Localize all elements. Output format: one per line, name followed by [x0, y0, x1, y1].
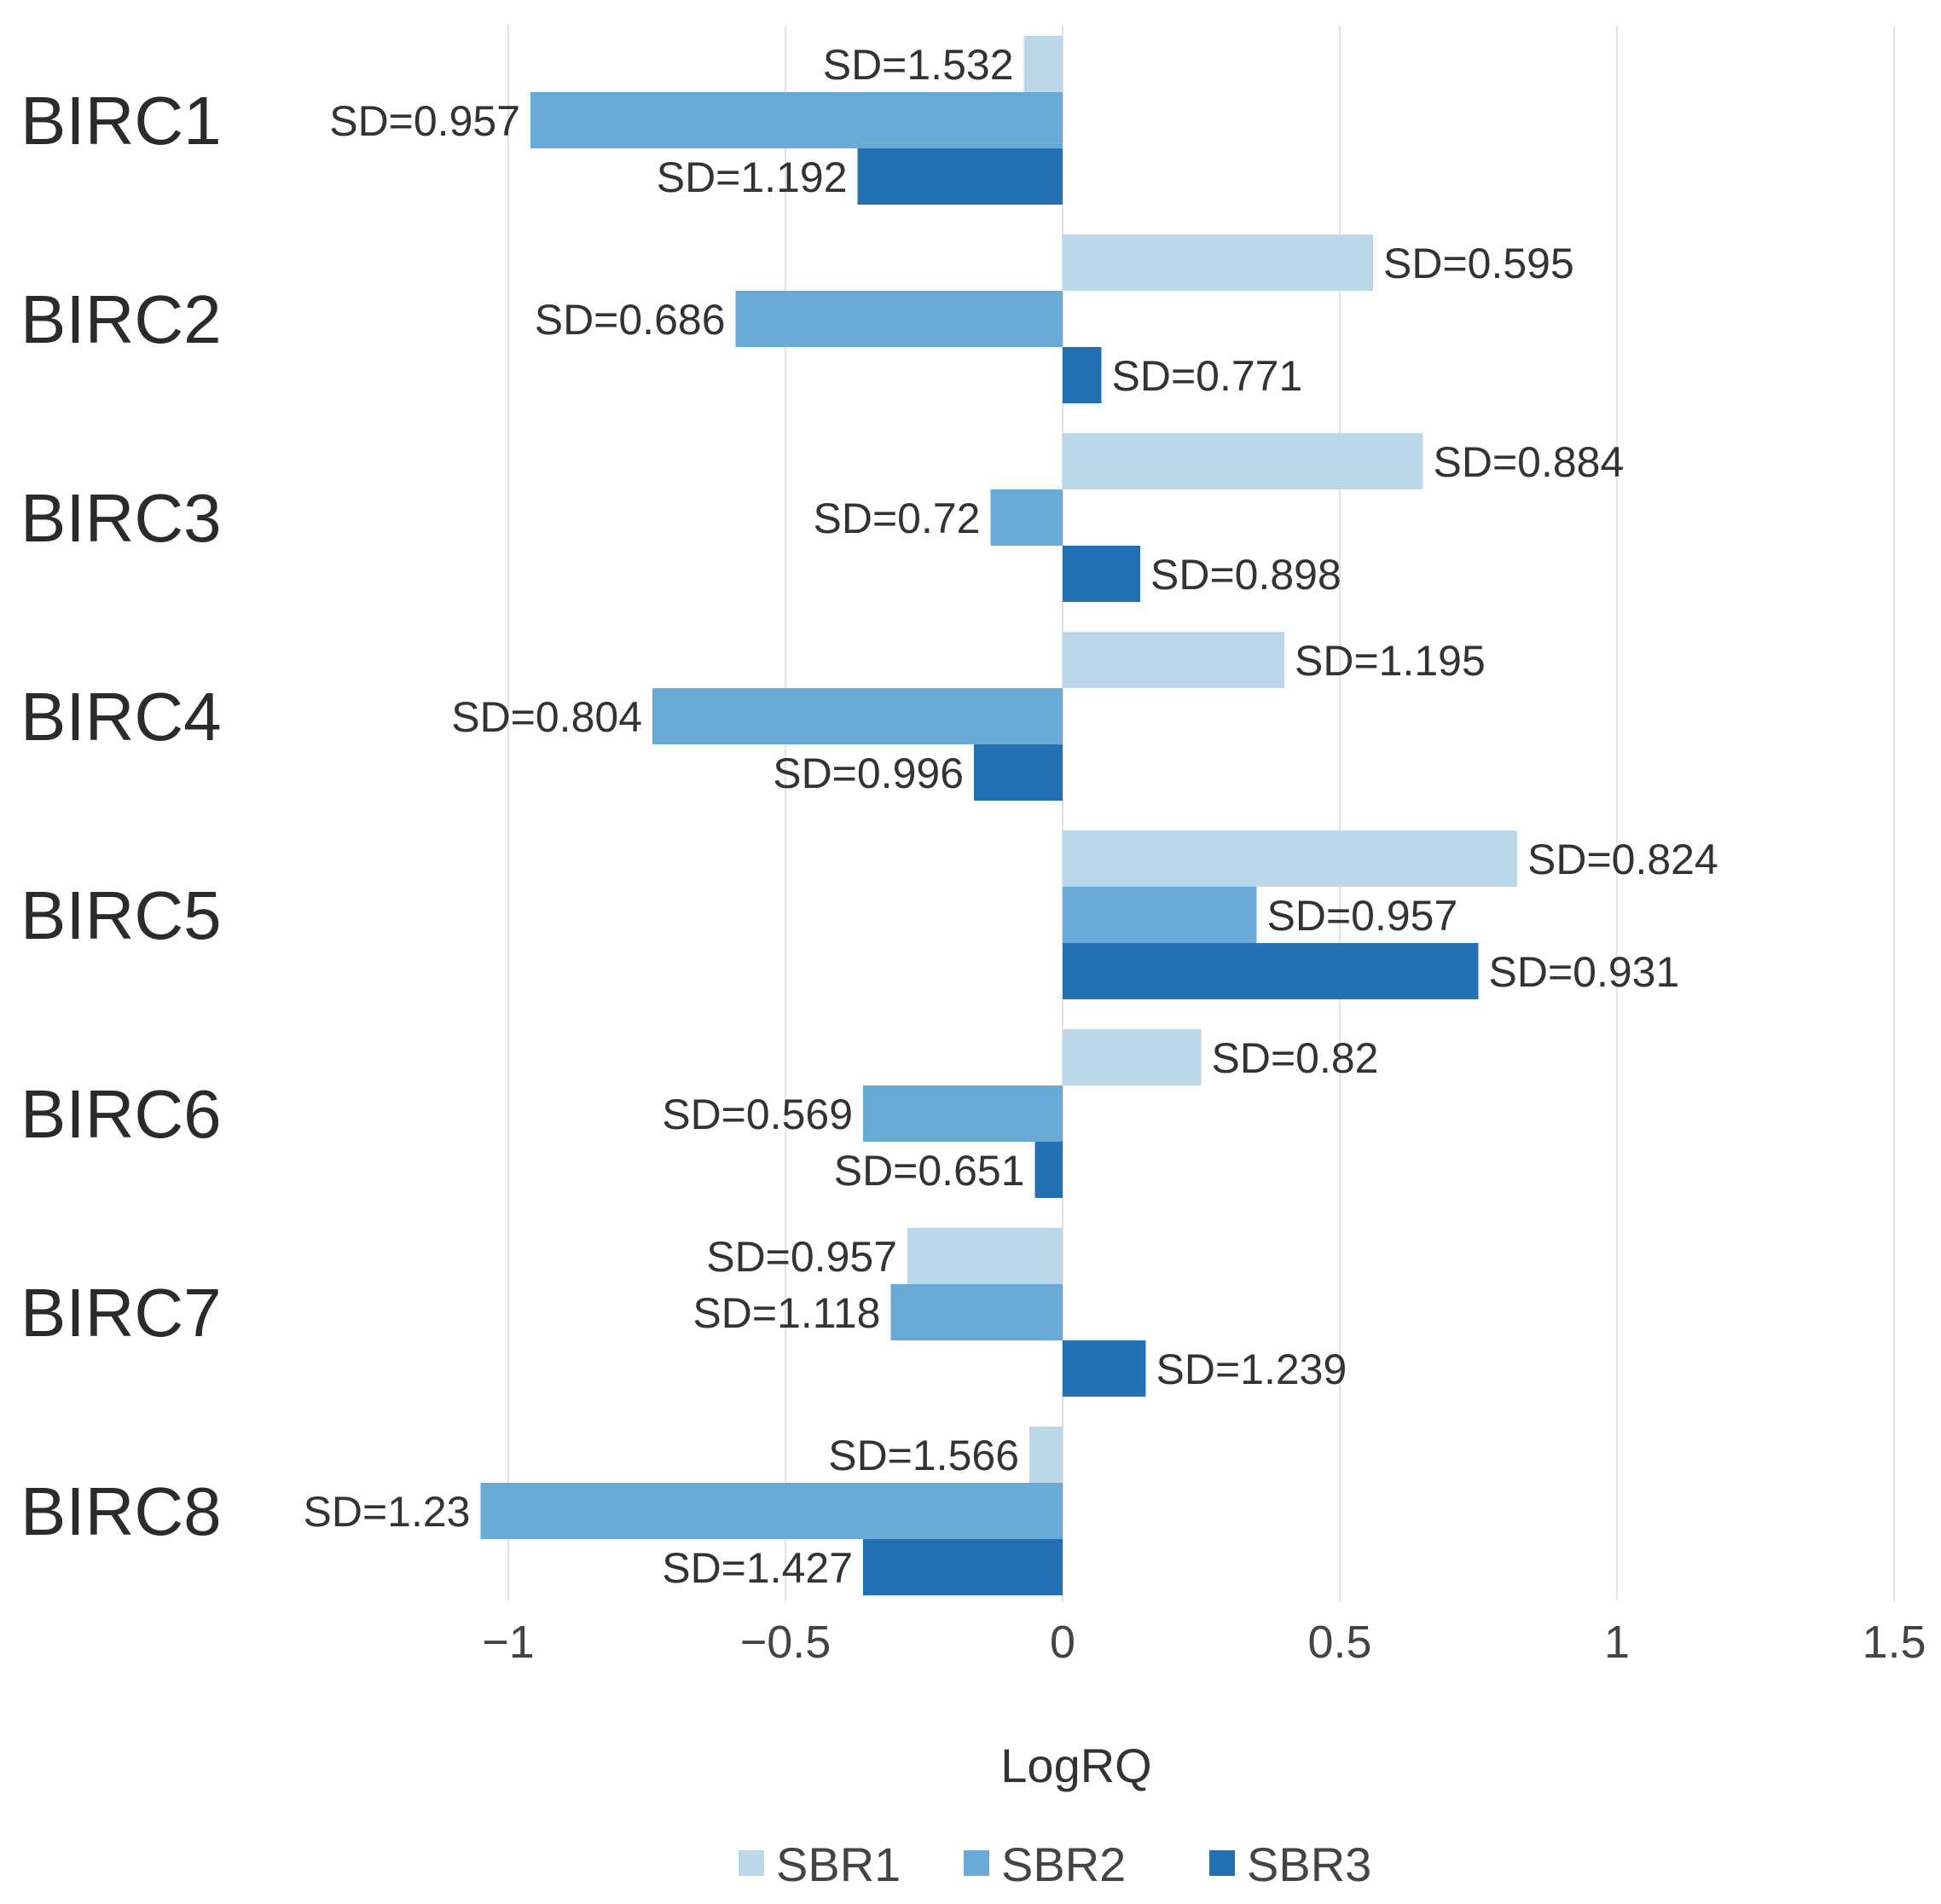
- data-label: SD=0.996: [773, 749, 964, 797]
- data-label: SD=0.931: [1489, 948, 1680, 996]
- bar-sbr2: [890, 1284, 1063, 1340]
- bar-sbr3: [1063, 347, 1102, 403]
- data-labels: SD=1.532 SD=0.957 SD=1.192 SD=0.595 SD=0.686…: [304, 41, 1718, 1592]
- bar-sbr2: [530, 92, 1063, 148]
- bars: [480, 36, 1517, 1595]
- data-label: SD=1.566: [828, 1432, 1019, 1479]
- bar-sbr2: [1063, 887, 1257, 943]
- x-tick-label: −0.5: [740, 1617, 831, 1668]
- x-tick-label: 0: [1050, 1617, 1075, 1668]
- bar-sbr1: [1063, 632, 1284, 688]
- bar-sbr1: [1063, 830, 1517, 887]
- data-label: SD=0.686: [535, 296, 726, 344]
- data-label: SD=0.824: [1527, 836, 1718, 883]
- bar-sbr1: [1029, 1427, 1063, 1483]
- x-tick-label: 0.5: [1307, 1617, 1371, 1668]
- data-label: SD=1.192: [657, 153, 848, 201]
- category-label: BIRC8: [20, 1473, 222, 1549]
- data-label: SD=1.239: [1156, 1346, 1347, 1393]
- category-labels: BIRC1 BIRC2 BIRC3 BIRC4 BIRC5 BIRC6 BIRC7 BIRC8: [20, 83, 222, 1549]
- bar-sbr2: [480, 1483, 1063, 1539]
- data-label: SD=1.427: [662, 1544, 853, 1592]
- category-label: BIRC7: [20, 1275, 222, 1351]
- bar-sbr2: [863, 1085, 1063, 1142]
- category-label: BIRC4: [20, 679, 222, 755]
- data-label: SD=1.195: [1295, 637, 1486, 685]
- bar-sbr1: [907, 1228, 1063, 1284]
- bar-sbr1: [1063, 234, 1373, 291]
- bar-sbr1: [1063, 433, 1423, 489]
- bar-sbr1: [1023, 36, 1063, 92]
- bar-sbr3: [863, 1539, 1063, 1595]
- category-label: BIRC3: [20, 480, 222, 556]
- x-axis-title: LogRQ: [1000, 1739, 1151, 1792]
- category-label: BIRC6: [20, 1076, 222, 1152]
- bar-sbr3: [857, 148, 1063, 205]
- data-label: SD=0.569: [662, 1091, 853, 1138]
- data-label: SD=0.957: [1267, 892, 1458, 940]
- bar-sbr3: [1034, 1142, 1063, 1198]
- bar-sbr3: [1063, 943, 1479, 999]
- data-label: SD=1.23: [304, 1488, 471, 1536]
- data-label: SD=1.118: [692, 1289, 880, 1337]
- bar-sbr2: [652, 688, 1063, 744]
- data-label: SD=0.82: [1212, 1034, 1379, 1082]
- category-label: BIRC5: [20, 877, 222, 953]
- data-label: SD=1.532: [823, 41, 1014, 89]
- legend-label: SBR3: [1247, 1837, 1371, 1891]
- bar-sbr1: [1063, 1029, 1202, 1085]
- category-label: BIRC1: [20, 83, 222, 159]
- legend-swatch-sbr2: [964, 1850, 989, 1876]
- data-label: SD=0.957: [706, 1233, 897, 1281]
- bar-sbr3: [1063, 546, 1140, 602]
- x-tick-labels: −1 −0.5 0 0.5 1 1.5: [482, 1617, 1926, 1668]
- x-tick-label: 1: [1604, 1617, 1630, 1668]
- data-label: SD=0.651: [834, 1147, 1025, 1195]
- data-label: SD=0.771: [1112, 352, 1303, 400]
- x-tick-label: 1.5: [1862, 1617, 1926, 1668]
- data-label: SD=0.804: [451, 693, 642, 741]
- x-tick-label: −1: [482, 1617, 535, 1668]
- bar-sbr2: [735, 291, 1063, 347]
- legend-label: SBR1: [776, 1837, 901, 1891]
- category-label: BIRC2: [20, 281, 222, 357]
- bar-sbr2: [990, 489, 1063, 546]
- legend-swatch-sbr3: [1209, 1850, 1235, 1876]
- bar-sbr3: [1063, 1340, 1146, 1397]
- data-label: SD=0.884: [1434, 438, 1625, 486]
- legend: SBR1 SBR2 SBR3: [739, 1837, 1371, 1891]
- data-label: SD=0.72: [814, 495, 981, 542]
- data-label: SD=0.595: [1383, 240, 1574, 287]
- data-label: SD=0.957: [329, 97, 520, 145]
- legend-label: SBR2: [1001, 1837, 1126, 1891]
- data-label: SD=0.898: [1150, 551, 1341, 599]
- legend-swatch-sbr1: [739, 1850, 764, 1876]
- bar-sbr3: [974, 744, 1063, 801]
